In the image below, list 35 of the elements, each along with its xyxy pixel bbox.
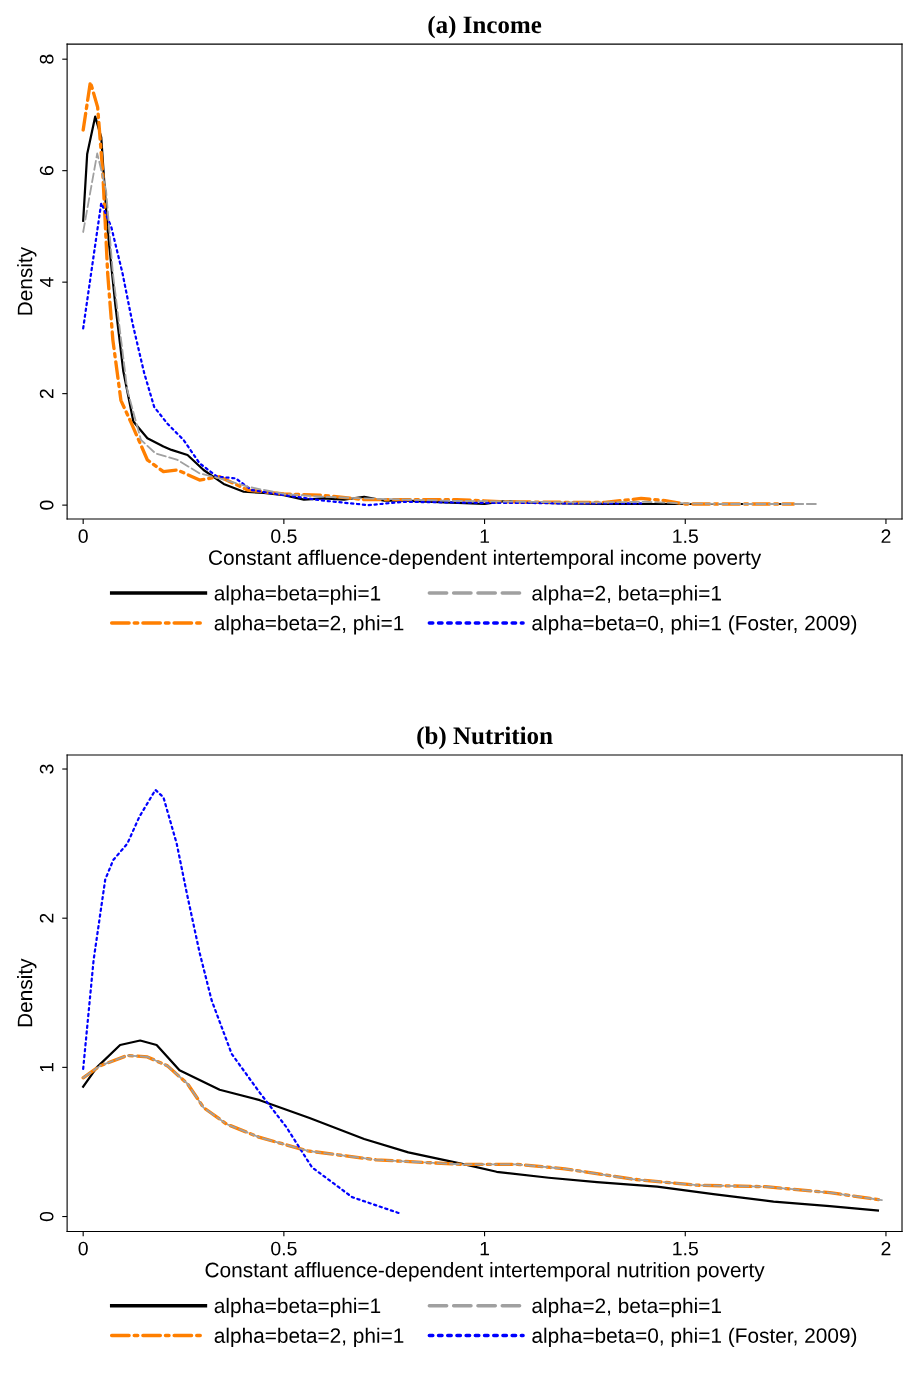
legend-label: alpha=beta=phi=1 (214, 585, 381, 605)
x-tick-label: 0 (78, 529, 88, 544)
x-tick-label: 1.5 (673, 1241, 698, 1256)
y-tick-label: 6 (39, 166, 54, 176)
line-series (82, 201, 643, 507)
legend-label: alpha=beta=0, phi=1 (Foster, 2009) (532, 615, 857, 635)
chart-title: (b) Nutrition (417, 726, 553, 750)
legend-label: alpha=beta=2, phi=1 (214, 615, 404, 635)
y-axis-title: Density (17, 246, 37, 315)
y-tick-label: 8 (39, 54, 54, 64)
x-tick-label: 0.5 (271, 1241, 297, 1256)
y-tick-label: 3 (39, 764, 54, 774)
x-axis-title: Constant affluence-dependent intertemporal income poverty (209, 549, 762, 570)
x-tick-label: 2 (881, 529, 891, 543)
y-tick-label: 0 (39, 1211, 54, 1222)
y-tick-label: 0 (39, 500, 54, 510)
legend-label: alpha=beta=0, phi=1 (Foster, 2009) (532, 1327, 857, 1348)
line-series (82, 788, 402, 1215)
legend-label: alpha=2, beta=phi=1 (532, 1297, 721, 1318)
y-tick-label: 2 (39, 913, 54, 923)
legend-label: alpha=beta=phi=1 (214, 1297, 381, 1318)
y-axis-title: Density (17, 958, 37, 1027)
x-tick-label: 1.5 (673, 529, 698, 544)
x-tick-label: 2 (881, 1241, 891, 1256)
y-tick-label: 2 (39, 389, 54, 399)
x-tick-label: 0.5 (271, 529, 297, 544)
legend-label: alpha=2, beta=phi=1 (532, 585, 721, 605)
x-tick-label: 1 (480, 529, 490, 543)
y-tick-label: 1 (39, 1062, 54, 1072)
legend-label: alpha=beta=2, phi=1 (214, 1327, 404, 1348)
x-tick-label: 1 (480, 1241, 490, 1256)
x-axis-title: Constant affluence-dependent intertemporal nutrition poverty (205, 1262, 765, 1282)
chart-title: (a) Income (428, 15, 542, 39)
y-tick-label: 4 (39, 277, 54, 288)
x-tick-label: 0 (78, 1241, 88, 1256)
